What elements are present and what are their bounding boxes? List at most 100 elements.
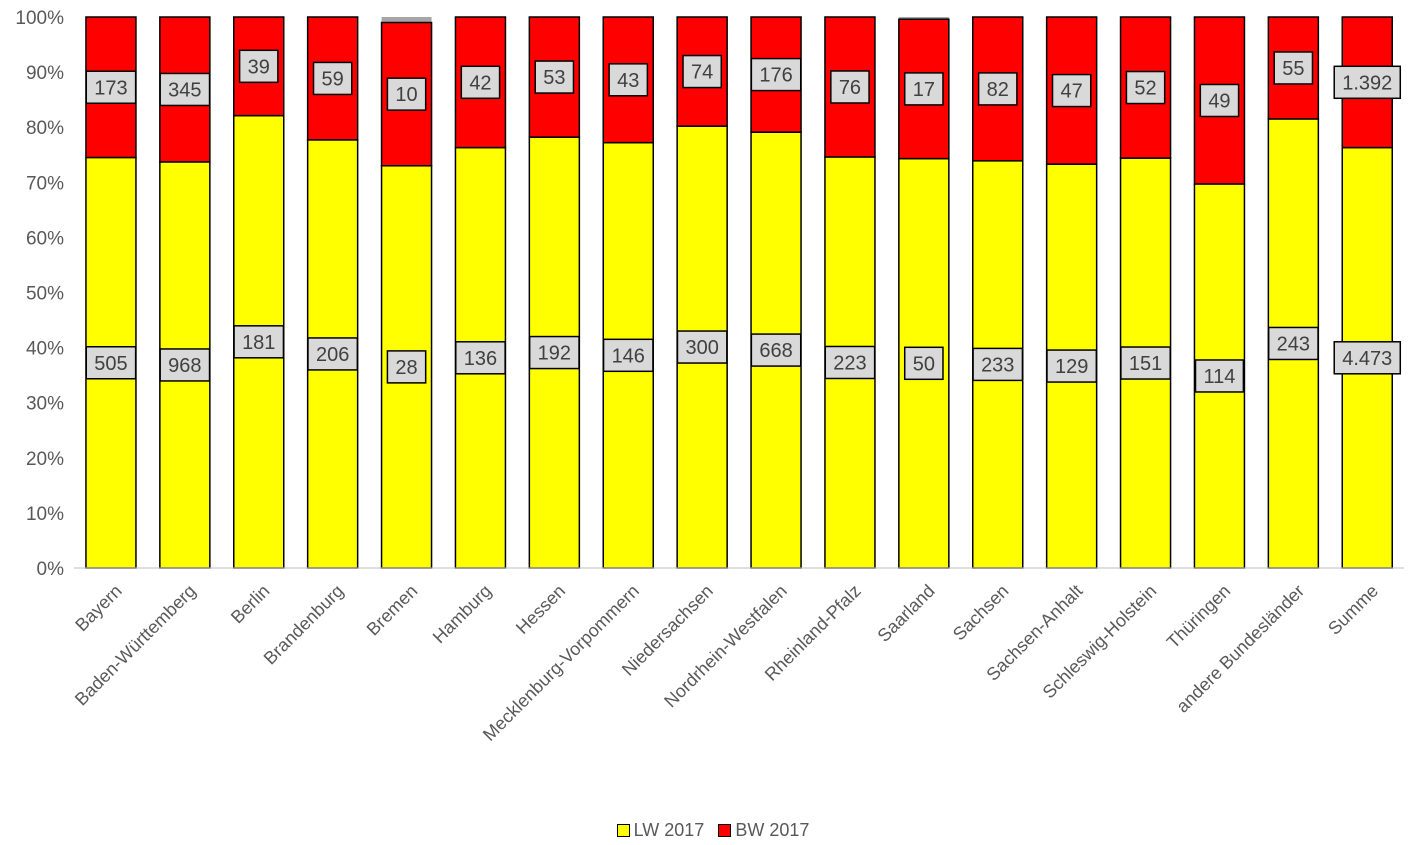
y-tick-label: 60% (26, 228, 64, 249)
data-label-bw-2017: 82 (987, 79, 1009, 101)
bar-remainder (898, 17, 949, 20)
data-label-bw-2017-box (977, 72, 1018, 106)
data-label-bw-2017-box (238, 49, 279, 84)
data-label-lw-2017-box (159, 348, 211, 382)
data-label-bw-2017: 17 (913, 79, 935, 101)
data-label-bw-2017-box (1125, 70, 1166, 105)
data-label-lw-2017: 243 (1277, 333, 1310, 355)
data-label-lw-2017: 192 (538, 343, 571, 365)
legend-label-lw-2017: LW 2017 (633, 819, 705, 840)
data-label-lw-2017-box (1267, 326, 1319, 361)
x-tick-label-bremen: Bremen (363, 581, 422, 640)
data-label-lw-2017: 181 (242, 332, 275, 354)
data-label-lw-2017-box (903, 346, 944, 381)
bar-remainder (381, 17, 432, 23)
legend-label-bw-2017: BW 2017 (735, 819, 810, 840)
data-label-bw-2017: 1.392 (1342, 72, 1392, 94)
data-label-lw-2017: 129 (1055, 356, 1088, 378)
data-label-bw-2017-box (1199, 83, 1240, 118)
data-label-lw-2017-box (824, 345, 876, 380)
y-tick-label: 30% (26, 394, 64, 415)
data-label-bw-2017-box (830, 70, 870, 104)
data-label-bw-2017: 47 (1061, 81, 1083, 103)
data-label-bw-2017-box (534, 60, 575, 94)
data-label-bw-2017-box (1273, 51, 1314, 85)
data-label-bw-2017-box (312, 61, 353, 96)
data-label-bw-2017-box (1333, 65, 1402, 100)
data-label-lw-2017-box (85, 346, 137, 380)
legend: LW 2017 BW 2017 (0, 818, 1426, 842)
data-label-bw-2017-box (1051, 73, 1092, 108)
y-tick-label: 20% (26, 449, 64, 470)
data-label-lw-2017: 233 (981, 354, 1014, 376)
data-label-lw-2017: 300 (685, 337, 718, 359)
x-tick-label-nordrhein-westfalen: Nordrhein-Westfalen (660, 581, 791, 712)
y-tick-label: 90% (26, 63, 64, 84)
data-label-bw-2017: 10 (395, 84, 417, 106)
data-label-bw-2017-box (608, 63, 649, 97)
x-tick-label-thüringen: Thüringen (1163, 581, 1234, 652)
y-tick-label: 100% (15, 8, 64, 29)
data-labels: 505 173 968 345 181 39 206 59 28 10 136 42 192 53 146 4… (85, 49, 1402, 393)
data-label-lw-2017-box (1194, 359, 1245, 393)
data-label-lw-2017-box (528, 335, 580, 370)
data-label-lw-2017-box (1120, 346, 1171, 380)
data-label-lw-2017-box (307, 337, 359, 371)
data-label-bw-2017-box (682, 54, 723, 89)
data-label-lw-2017: 223 (833, 352, 866, 374)
y-tick-label: 10% (26, 504, 64, 525)
x-tick-label-berlin: Berlin (227, 581, 274, 628)
data-label-bw-2017: 42 (469, 72, 491, 94)
data-label-bw-2017: 176 (759, 65, 792, 87)
y-tick-label: 40% (26, 339, 64, 360)
data-label-bw-2017: 74 (691, 62, 713, 84)
data-label-lw-2017: 114 (1204, 366, 1236, 388)
data-label-bw-2017: 55 (1282, 58, 1304, 80)
data-label-bw-2017: 53 (543, 67, 565, 89)
data-label-lw-2017: 206 (316, 344, 349, 366)
data-label-lw-2017: 146 (612, 345, 645, 367)
data-label-bw-2017-box (460, 65, 501, 100)
y-tick-label: 50% (26, 284, 64, 305)
data-label-bw-2017: 173 (94, 77, 127, 99)
data-label-lw-2017-box (750, 333, 802, 367)
data-label-bw-2017-box (159, 72, 211, 107)
data-label-lw-2017-box (972, 347, 1024, 382)
data-label-lw-2017: 4.473 (1342, 348, 1392, 370)
y-tick-label: 70% (26, 173, 64, 194)
stacked-percent-bar-chart: 0% 10% 20% 30% 40% 50% 60% 70% 80% 90% 100% Bayern… (15, 8, 1405, 745)
data-label-bw-2017: 43 (617, 70, 639, 92)
data-label-bw-2017-box (386, 77, 427, 111)
data-label-lw-2017: 136 (464, 348, 497, 370)
data-label-bw-2017: 59 (322, 68, 344, 90)
y-tick-label: 80% (26, 118, 64, 139)
data-label-lw-2017: 968 (168, 355, 201, 377)
data-label-bw-2017: 52 (1134, 78, 1156, 100)
x-tick-label-sachsen: Sachsen (949, 581, 1013, 645)
x-tick-label-brandenburg: Brandenburg (260, 581, 348, 669)
data-label-lw-2017-box (233, 325, 285, 359)
data-label-lw-2017-box (1046, 349, 1098, 383)
data-label-lw-2017-box (386, 350, 427, 384)
x-tick-label-saarland: Saarland (874, 581, 939, 646)
data-label-lw-2017-box (455, 341, 506, 375)
data-label-bw-2017: 39 (248, 56, 270, 78)
data-label-bw-2017: 345 (168, 79, 201, 101)
y-axis-tick-labels: 0% 10% 20% 30% 40% 50% 60% 70% 80% 90% 100% (15, 8, 64, 580)
x-tick-label-summe: Summe (1324, 581, 1382, 639)
data-label-lw-2017-box (1333, 341, 1402, 375)
data-label-bw-2017: 49 (1208, 90, 1230, 112)
data-label-lw-2017: 151 (1129, 353, 1162, 375)
legend-item-lw-2017: LW 2017 (616, 819, 705, 841)
data-label-bw-2017: 76 (839, 77, 861, 99)
legend-swatch-bw-2017 (718, 823, 732, 837)
legend-item-bw-2017: BW 2017 (718, 820, 809, 841)
x-tick-label-bayern: Bayern (71, 581, 125, 635)
data-label-lw-2017-box (602, 338, 654, 373)
data-label-bw-2017-box (750, 57, 802, 92)
data-label-lw-2017: 50 (913, 353, 935, 375)
x-tick-label-hessen: Hessen (512, 581, 569, 638)
data-label-lw-2017: 505 (94, 353, 127, 375)
bars (85, 16, 1393, 569)
